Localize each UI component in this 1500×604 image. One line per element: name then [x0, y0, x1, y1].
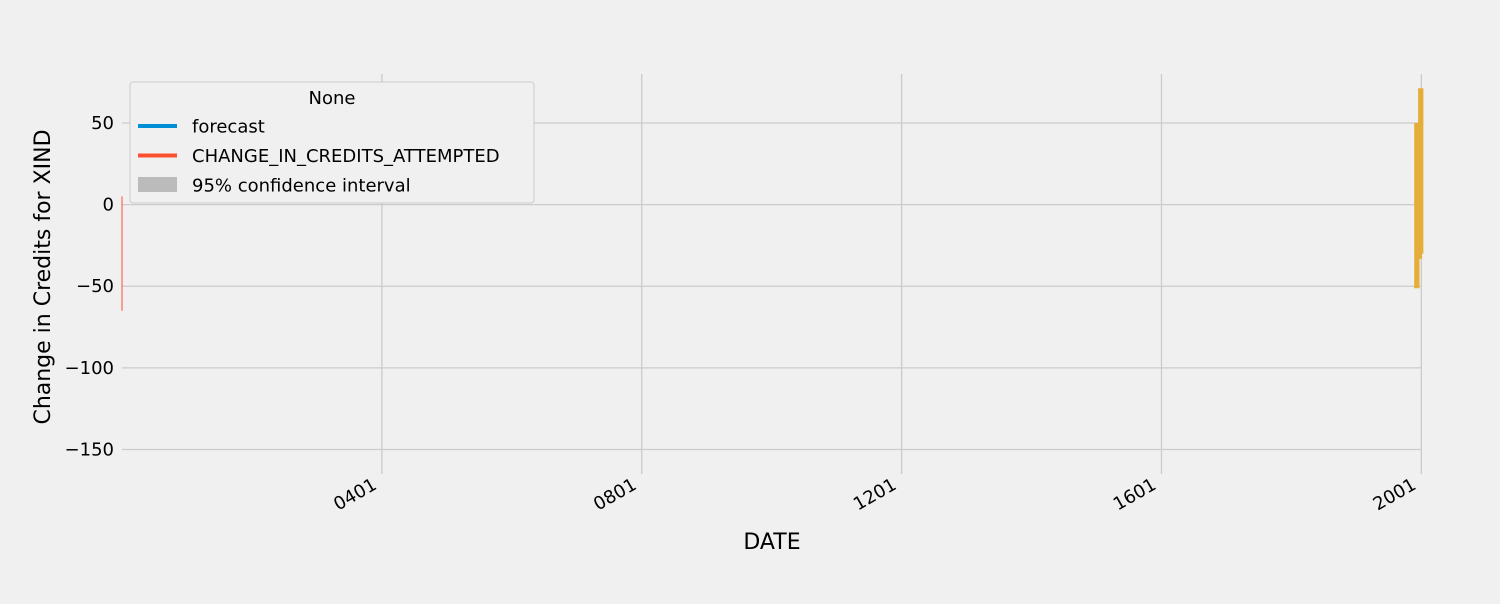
y-tick-label: 50: [91, 113, 114, 134]
legend-frame: [129, 81, 535, 204]
y-tick-label: −150: [65, 440, 114, 461]
x-tick-label: 2001: [1370, 474, 1420, 515]
legend-title: None: [309, 88, 356, 109]
y-tick-label: −50: [76, 276, 114, 297]
legend-patch-swatch: [138, 177, 177, 192]
x-axis-label: DATE: [743, 530, 800, 555]
y-axis-label: Change in Credits for XIND: [31, 129, 56, 424]
series-line-orange: [1414, 88, 1424, 289]
legend-entry-label: 95% confidence interval: [192, 176, 411, 197]
x-tick-labels: 0401 0801 1201 1601 2001: [330, 474, 1420, 515]
series-layer: [121, 88, 1424, 311]
x-tick-label: 1601: [1110, 474, 1160, 515]
legend-entry-label: forecast: [192, 117, 265, 138]
x-tick-label: 1201: [850, 474, 900, 515]
y-tick-label: 0: [103, 195, 114, 216]
legend-entry-label: CHANGE_IN_CREDITS_ATTEMPTED: [192, 146, 500, 167]
legend-entries: forecast CHANGE_IN_CREDITS_ATTEMPTED 95% c…: [138, 117, 500, 197]
x-tick-label: 0401: [330, 474, 380, 515]
legend: None forecast CHANGE_IN_CREDITS_ATTEMPTED…: [129, 81, 535, 204]
y-tick-label: −100: [65, 358, 114, 379]
y-tick-labels: 50 0 −50 −100 −150: [65, 113, 114, 461]
x-tick-label: 0801: [590, 474, 640, 515]
